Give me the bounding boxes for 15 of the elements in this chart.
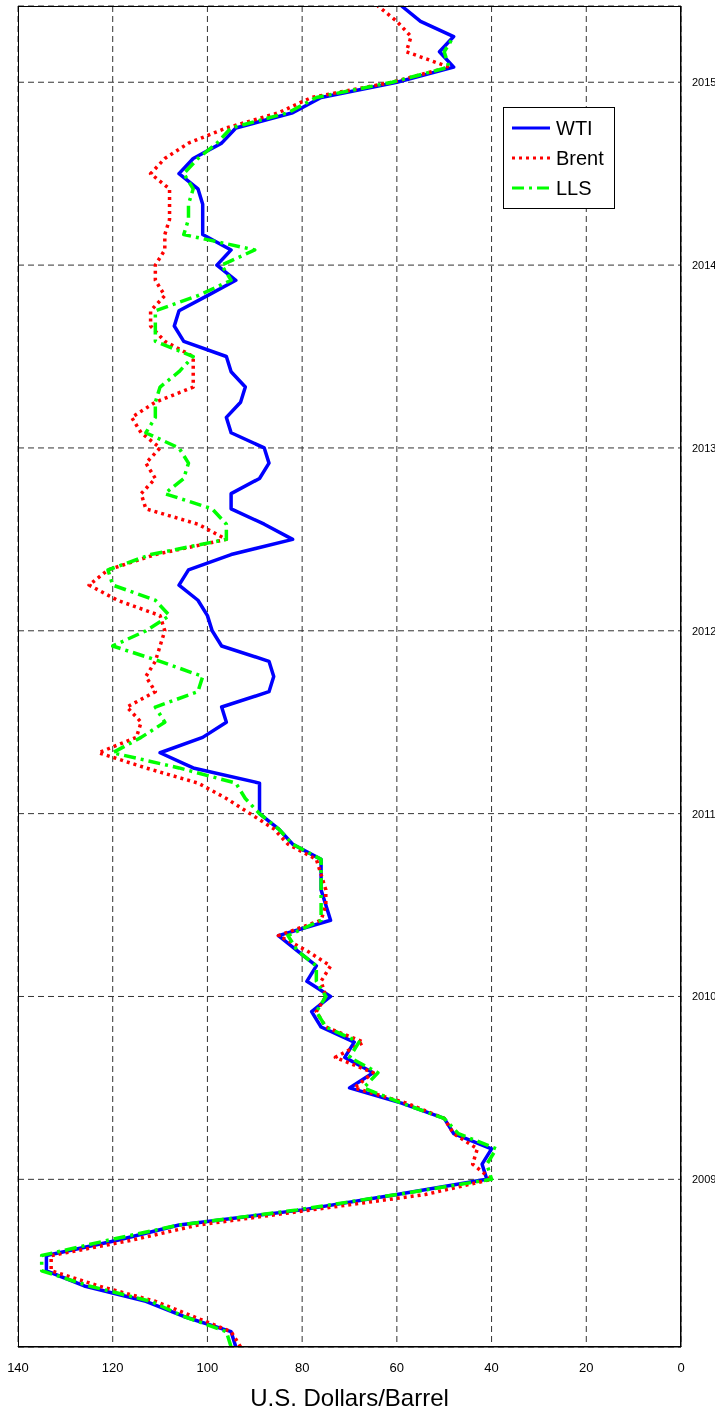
legend-label: Brent bbox=[556, 147, 605, 169]
x-tick-label: 120 bbox=[101, 1359, 124, 1375]
x-tick-label: 40 bbox=[484, 1359, 499, 1375]
legend-label: LLS bbox=[556, 177, 592, 199]
y-tick-label: 2012 bbox=[692, 624, 715, 637]
x-axis-title: U.S. Dollars/Barrel bbox=[250, 1383, 449, 1411]
x-tick-label: 60 bbox=[389, 1359, 405, 1375]
y-tick-label: 2009 bbox=[692, 1173, 715, 1186]
x-tick-label: 0 bbox=[677, 1359, 685, 1375]
x-tick-label: 140 bbox=[7, 1359, 29, 1375]
x-tick-label: 20 bbox=[579, 1359, 594, 1375]
legend-label: WTI bbox=[556, 117, 593, 139]
y-tick-label: 2011 bbox=[692, 807, 715, 820]
x-tick-label: 100 bbox=[196, 1359, 219, 1375]
x-tick-label: 80 bbox=[294, 1359, 310, 1375]
